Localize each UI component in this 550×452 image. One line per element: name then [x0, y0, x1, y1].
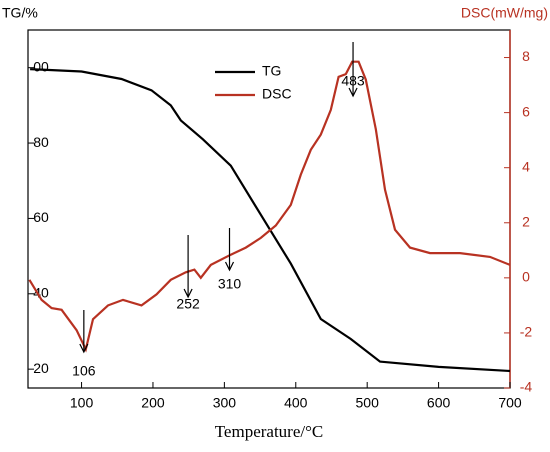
y-axis-title: TG/% [2, 5, 38, 21]
y2-axis-title: DSC(mW/mg) [461, 5, 548, 21]
y-tick-label: 20 [33, 360, 49, 376]
annotation-arrowhead [348, 87, 358, 98]
annotation-arrowhead [183, 288, 193, 299]
y2-tick-label: 0 [522, 269, 530, 285]
y-tick-label: 60 [33, 209, 49, 225]
x-tick-label: 100 [70, 395, 94, 411]
annotation-label: 310 [218, 276, 242, 292]
y2-tick-label: 6 [522, 103, 530, 119]
legend-label: TG [262, 63, 281, 79]
y2-tick-label: -4 [520, 379, 533, 395]
x-tick-label: 700 [498, 395, 522, 411]
annotation-label: 106 [72, 363, 96, 379]
y2-tick-label: 2 [522, 213, 530, 229]
annotation-arrowhead [79, 343, 89, 354]
plot-frame [27, 29, 511, 389]
y2-tick-label: 4 [522, 158, 530, 174]
y2-tick-label: 8 [522, 48, 530, 64]
y-tick-label: 00 [33, 58, 49, 74]
x-tick-label: 200 [141, 395, 165, 411]
series-line [28, 60, 511, 353]
annotation-label: 483 [341, 73, 365, 89]
legend-label: DSC [262, 86, 292, 102]
x-tick-label: 400 [284, 395, 308, 411]
x-tick-label: 600 [427, 395, 451, 411]
annotation-label: 252 [176, 296, 200, 312]
annotation-arrowhead [224, 261, 235, 272]
y2-tick-label: -2 [520, 324, 533, 340]
y-tick-label: 40 [33, 284, 49, 300]
y-tick-label: 80 [33, 134, 49, 150]
x-tick-label: 300 [213, 395, 237, 411]
x-tick-label: 500 [356, 395, 380, 411]
series-line [30, 68, 511, 373]
x-axis-title: Temperature/°C [215, 422, 324, 441]
